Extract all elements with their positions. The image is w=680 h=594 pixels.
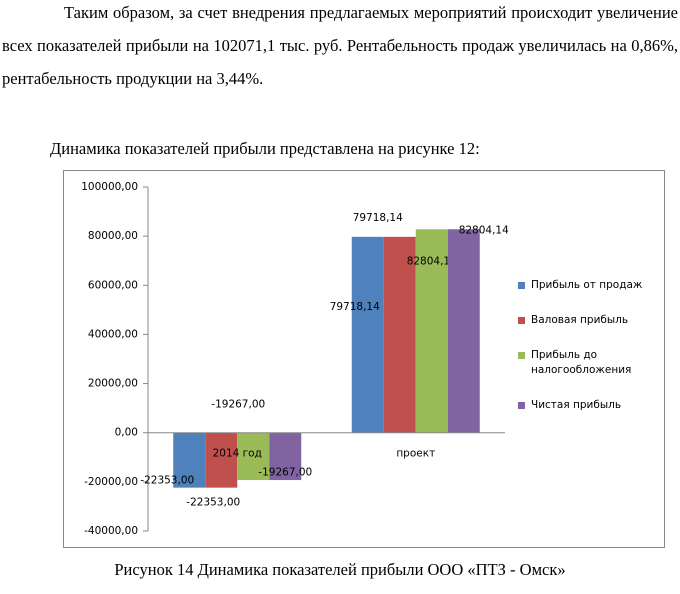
data-label: 82804,14: [459, 224, 509, 236]
y-tick-label: 0,00: [115, 427, 138, 439]
y-tick-label: 100000,00: [81, 181, 138, 193]
bar: [173, 432, 206, 488]
paragraph: Таким образом, за счет внедрения предлаг…: [2, 3, 678, 88]
legend-label: Прибыль до налогообложения: [531, 349, 632, 376]
y-tick-label: -40000,00: [84, 525, 138, 537]
data-label: -19267,00: [211, 399, 265, 411]
bar: [237, 432, 270, 481]
data-label: 79718,14: [353, 212, 403, 224]
legend-entry: Валовая прибыль: [516, 313, 656, 328]
y-tick-label: 80000,00: [88, 230, 138, 242]
bar: [447, 229, 480, 433]
x-tick-label: проект: [396, 448, 435, 460]
caption: Рисунок 14 Динамика показателей прибыли …: [114, 560, 566, 579]
data-label: -22353,00: [140, 475, 194, 487]
legend-swatch: [518, 282, 525, 289]
legend-label: Чистая прибыль: [531, 399, 622, 411]
data-label: -22353,00: [186, 497, 240, 509]
bar: [351, 236, 384, 433]
legend-entry: Прибыль от продаж: [516, 278, 656, 293]
y-tick-label: 40000,00: [88, 328, 138, 340]
legend-entry: Прибыль до налогообложения: [516, 348, 656, 378]
y-tick-label: 60000,00: [88, 279, 138, 291]
data-label: 82804,14: [407, 255, 457, 267]
legend: Прибыль от продаж Валовая прибыль Прибыль …: [516, 278, 656, 433]
data-label: 79718,14: [330, 301, 380, 313]
x-tick-label: 2014 год: [213, 448, 262, 460]
legend-swatch: [518, 317, 525, 324]
bar: [415, 229, 448, 433]
legend-label: Прибыль от продаж: [531, 279, 643, 291]
legend-label: Валовая прибыль: [531, 314, 629, 326]
y-tick-label: 20000,00: [88, 378, 138, 390]
legend-swatch: [518, 402, 525, 409]
data-label: -19267,00: [258, 467, 312, 479]
bar: [205, 432, 238, 488]
legend-entry: Чистая прибыль: [516, 398, 656, 413]
bar: [383, 236, 416, 433]
paragraph: Динамика показателей прибыли представлен…: [50, 139, 480, 158]
y-tick-label: -20000,00: [84, 476, 138, 488]
bar: [269, 432, 302, 481]
legend-swatch: [518, 352, 525, 359]
